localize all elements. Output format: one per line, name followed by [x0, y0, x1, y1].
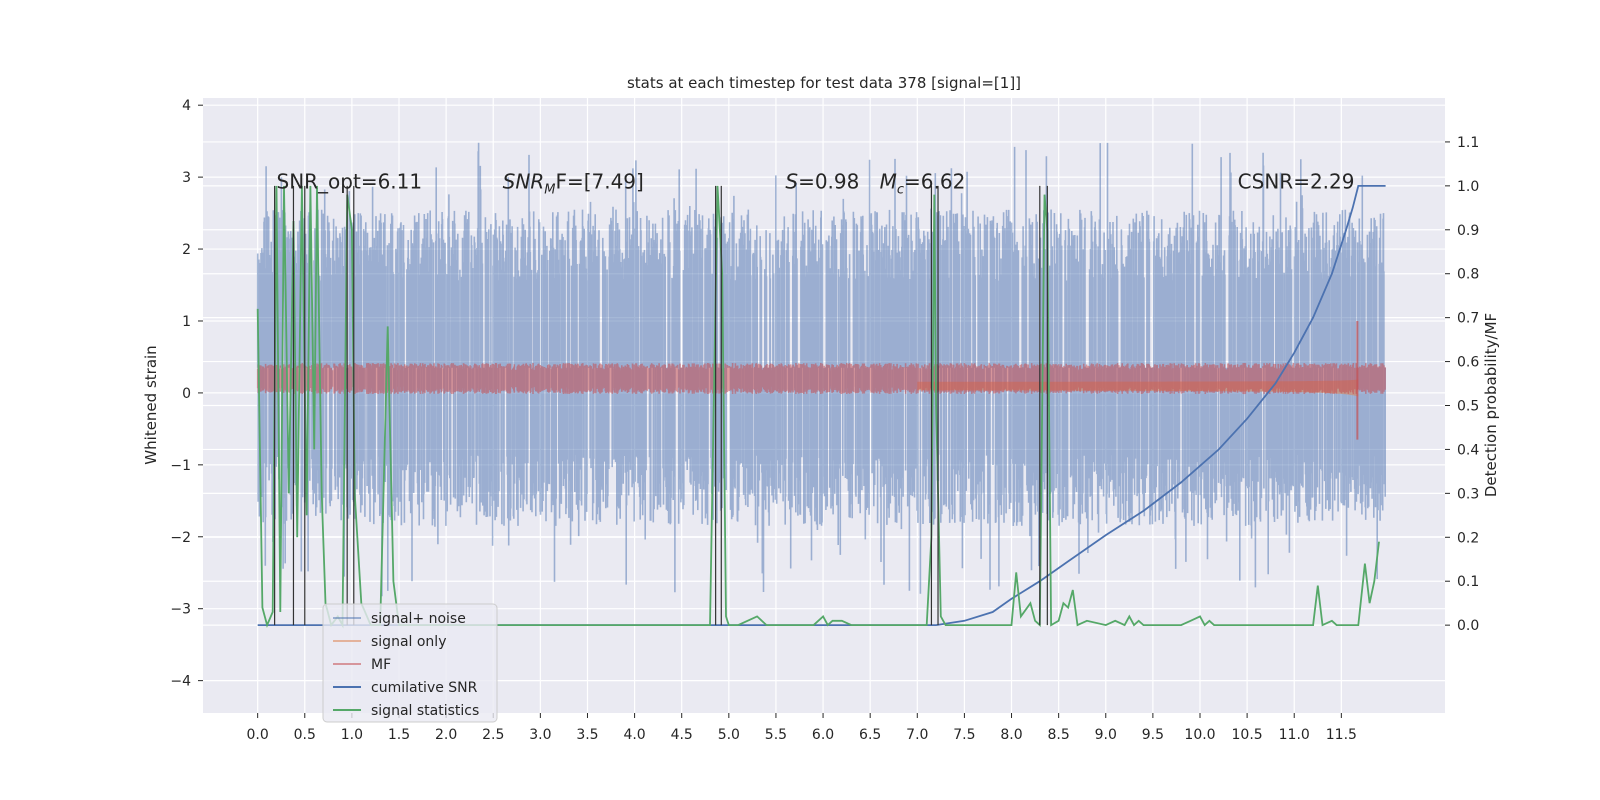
- y-right-tick-label: 0.2: [1457, 530, 1479, 546]
- x-tick-label: 11.0: [1279, 727, 1310, 743]
- y-tick-label: −3: [170, 602, 191, 618]
- x-tick-label: 1.5: [388, 727, 410, 743]
- x-tick-label: 5.5: [765, 727, 787, 743]
- x-tick-label: 6.5: [859, 727, 881, 743]
- x-tick-label: 3.5: [576, 727, 598, 743]
- y-right-tick-label: 1.1: [1457, 135, 1479, 151]
- legend-box: [322, 603, 498, 723]
- y-tick-label: 2: [182, 242, 191, 258]
- x-tick-label: 0.0: [247, 727, 269, 743]
- x-tick-label: 5.0: [718, 727, 740, 743]
- y-right-tick-label: 0.7: [1457, 311, 1479, 327]
- y-tick-label: −4: [170, 674, 191, 690]
- annotation: Mc=6.62: [880, 170, 966, 198]
- x-tick-label: 3.0: [529, 727, 551, 743]
- axes-layer: 0.0 0.5 1.0 1.5 2.0 2.5 3.0 3.5 4.0 4.5 5.0 5.5 6.0 6…: [170, 98, 1479, 743]
- y-axis-label: Whitened strain: [142, 345, 160, 464]
- annotation-layer: SNR_opt=6.11 SNRMF=[7.49] S=0.98 Mc=6.62 CSN…: [277, 170, 1355, 198]
- annotation: SNR_opt=6.11: [277, 170, 423, 194]
- x-tick-label: 2.5: [482, 727, 504, 743]
- y-tick-label: 3: [182, 170, 191, 186]
- x-tick-label: 7.5: [953, 727, 975, 743]
- x-tick-label: 11.5: [1326, 727, 1357, 743]
- series-signal-statistics: [256, 185, 1380, 629]
- annotation: SNRMF=[7.49]: [503, 170, 644, 198]
- x-tick-label: 9.5: [1142, 727, 1164, 743]
- y-right-tick-label: 0.5: [1457, 399, 1479, 415]
- legend-label: signal+ noise: [371, 611, 466, 627]
- x-tick-label: 10.0: [1184, 727, 1215, 743]
- y-tick-label: 4: [182, 98, 191, 114]
- y-right-tick-label: 0.0: [1457, 618, 1479, 634]
- x-tick-label: 9.0: [1095, 727, 1117, 743]
- legend-label: signal only: [371, 634, 446, 650]
- y-tick-label: 1: [182, 314, 191, 330]
- vline-layer: [274, 185, 1048, 626]
- x-tick-label: 0.5: [294, 727, 316, 743]
- y-right-tick-label: 1.0: [1457, 179, 1479, 195]
- x-tick-label: 6.0: [812, 727, 834, 743]
- y-axis-right-label: Detection probability/MF: [1482, 313, 1500, 497]
- chart-title: stats at each timestep for test data 378…: [627, 74, 1021, 92]
- legend-label: MF: [371, 657, 391, 673]
- x-tick-label: 2.0: [435, 727, 457, 743]
- y-tick-label: −1: [170, 458, 191, 474]
- x-tick-label: 7.0: [906, 727, 928, 743]
- series-layer: [256, 142, 1386, 629]
- legend-label: signal statistics: [371, 703, 479, 719]
- y-right-tick-label: 0.8: [1457, 267, 1479, 283]
- series-cumulative-snr: [257, 185, 1386, 626]
- x-tick-label: 4.5: [671, 727, 693, 743]
- x-tick-label: 4.0: [623, 727, 645, 743]
- annotation: S=0.98: [785, 170, 859, 194]
- y-right-tick-label: 0.4: [1457, 442, 1479, 458]
- x-tick-label: 8.5: [1048, 727, 1070, 743]
- y-right-tick-label: 0.6: [1457, 355, 1479, 371]
- y-right-tick-label: 0.9: [1457, 223, 1479, 239]
- x-tick-label: 10.5: [1232, 727, 1263, 743]
- annotation: CSNR=2.29: [1238, 170, 1355, 194]
- y-tick-label: 0: [182, 386, 191, 402]
- y-tick-label: −2: [170, 530, 191, 546]
- legend: signal+ noise signal only MF cumilative SNR…: [322, 603, 498, 723]
- y-right-tick-label: 0.3: [1457, 486, 1479, 502]
- y-right-tick-label: 0.1: [1457, 574, 1479, 590]
- x-tick-label: 8.0: [1000, 727, 1022, 743]
- series-mf: [256, 363, 1386, 395]
- legend-label: cumilative SNR: [371, 680, 478, 696]
- x-tick-label: 1.0: [341, 727, 363, 743]
